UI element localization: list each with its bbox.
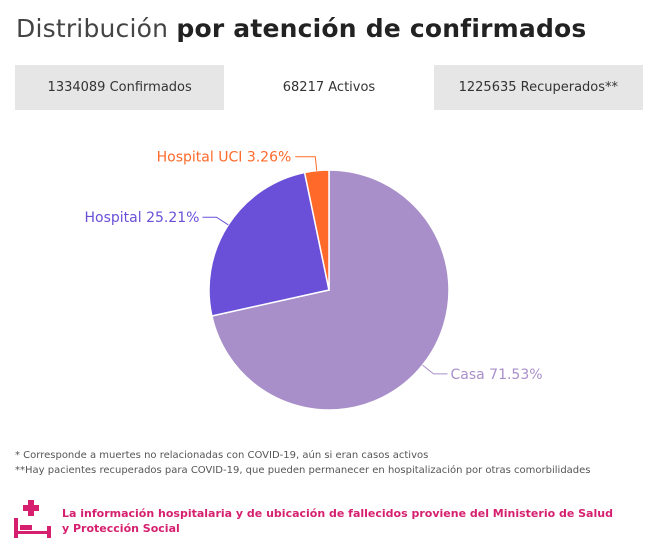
label-casa: Casa 71.53% xyxy=(450,367,542,383)
status-tabs: 1334089 Confirmados 68217 Activos 122563… xyxy=(15,65,643,110)
footnote-1: * Corresponde a muertes no relacionadas … xyxy=(15,450,429,461)
label-hospital-uci: Hospital UCI 3.26% xyxy=(157,150,292,166)
title-prefix: Distribución xyxy=(16,14,169,43)
leader-line xyxy=(295,156,318,171)
info-text: La información hospitalaria y de ubicaci… xyxy=(62,507,613,535)
footnote-2: **Hay pacientes recuperados para COVID-1… xyxy=(15,465,591,476)
tab-activos[interactable]: 68217 Activos xyxy=(224,65,434,110)
label-hospital: Hospital 25.21% xyxy=(85,210,200,226)
slice-hospital-uci xyxy=(303,169,330,291)
footnotes: * Corresponde a muertes no relacionadas … xyxy=(15,448,591,478)
tab-recuperados[interactable]: 1225635 Recuperados** xyxy=(433,65,643,110)
slice-hospital xyxy=(208,171,330,317)
tab-confirmados[interactable]: 1334089 Confirmados xyxy=(15,65,225,110)
leader-line xyxy=(202,216,229,226)
chart-title: Distribución por atención de confirmados xyxy=(16,14,587,43)
hospital-bed-icon xyxy=(14,500,51,538)
pie-chart: Casa 71.53% Hospital 25.21% Hospital UCI 3… xyxy=(85,150,543,411)
title-emphasis: por atención de confirmados xyxy=(176,14,587,43)
leader-line xyxy=(422,364,448,375)
info-banner: La información hospitalaria y de ubicaci… xyxy=(12,498,632,540)
